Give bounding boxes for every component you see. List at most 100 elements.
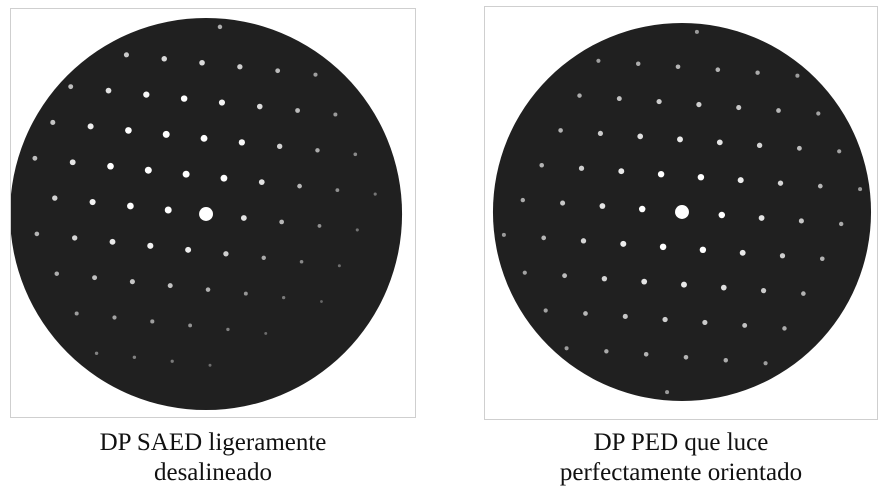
diffraction-spot bbox=[578, 165, 585, 171]
diffraction-spot bbox=[756, 142, 763, 149]
diffraction-spot bbox=[683, 354, 689, 360]
diffraction-spot bbox=[240, 215, 247, 221]
diffraction-spot bbox=[819, 256, 825, 262]
diffraction-spot bbox=[801, 291, 806, 296]
diffraction-spot bbox=[599, 203, 606, 209]
diffraction-spot bbox=[520, 197, 525, 203]
diffraction-spot bbox=[777, 180, 784, 186]
diffraction-spot bbox=[162, 130, 170, 138]
diffraction-spot bbox=[522, 270, 527, 275]
saed-caption-line2: desalineado bbox=[153, 459, 272, 486]
diffraction-spot bbox=[562, 273, 568, 279]
diffraction-spot bbox=[238, 139, 245, 146]
diffraction-spot bbox=[501, 232, 506, 237]
diffraction-spot bbox=[275, 68, 281, 74]
diffraction-spot bbox=[243, 291, 248, 296]
diffraction-spot bbox=[167, 283, 173, 289]
diffraction-spot bbox=[123, 52, 129, 58]
diffraction-spot bbox=[580, 238, 587, 244]
diffraction-spot bbox=[237, 64, 243, 70]
diffraction-spot bbox=[622, 313, 628, 320]
ped-caption-line2: perfectamente orientado bbox=[559, 459, 803, 486]
diffraction-spot bbox=[170, 359, 174, 363]
diffraction-spot bbox=[742, 322, 748, 328]
diffraction-spot bbox=[564, 346, 569, 351]
diffraction-spot bbox=[333, 112, 338, 117]
diffraction-spot bbox=[109, 238, 116, 245]
diffraction-spot bbox=[261, 255, 266, 260]
diffraction-spot bbox=[276, 143, 283, 150]
saed-caption: DP SAED ligeramente desalineado bbox=[10, 428, 416, 488]
diffraction-spot bbox=[353, 152, 358, 157]
diffraction-spot bbox=[258, 179, 265, 186]
diffraction-spot bbox=[675, 64, 681, 70]
diffraction-spot bbox=[665, 390, 670, 395]
diffraction-spot bbox=[677, 136, 683, 143]
diffraction-spot bbox=[125, 127, 132, 134]
diffraction-spot bbox=[150, 319, 155, 324]
diffraction-spot bbox=[758, 215, 765, 221]
diffraction-spot bbox=[217, 24, 223, 30]
diffraction-spot bbox=[129, 279, 135, 285]
diffraction-spot bbox=[105, 87, 112, 94]
diffraction-spot bbox=[637, 133, 644, 140]
diffraction-spot bbox=[320, 300, 323, 303]
diffraction-spot bbox=[657, 170, 665, 178]
diffraction-spot bbox=[736, 104, 742, 111]
diffraction-spot bbox=[662, 316, 668, 323]
diffraction-spot bbox=[558, 128, 563, 133]
diffraction-spot bbox=[205, 287, 211, 292]
diffraction-spot bbox=[718, 211, 726, 219]
diffraction-spot bbox=[739, 249, 746, 256]
diffraction-spot bbox=[618, 168, 625, 175]
diffraction-spot bbox=[715, 67, 721, 73]
diffraction-spot bbox=[779, 253, 786, 259]
diffraction-spot bbox=[282, 295, 286, 300]
diffraction-spot bbox=[763, 361, 768, 366]
diffraction-spot bbox=[858, 187, 863, 192]
diffraction-spot bbox=[87, 123, 94, 130]
diffraction-spot bbox=[635, 61, 641, 66]
diffraction-spot bbox=[185, 246, 192, 253]
diffraction-spot bbox=[720, 284, 727, 291]
diffraction-spot bbox=[92, 275, 98, 281]
diffraction-spot bbox=[837, 149, 842, 154]
diffraction-spot bbox=[315, 148, 320, 153]
diffraction-spot bbox=[694, 29, 699, 34]
diffraction-spot bbox=[199, 59, 205, 66]
diffraction-spot bbox=[208, 363, 212, 367]
diffraction-spot bbox=[702, 319, 708, 326]
diffraction-spot bbox=[264, 331, 268, 335]
diffraction-spot bbox=[71, 235, 78, 241]
diffraction-spot bbox=[596, 58, 601, 63]
diffraction-spot bbox=[817, 183, 823, 189]
diffraction-spot bbox=[200, 134, 208, 142]
diffraction-spot bbox=[604, 349, 609, 354]
diffraction-spot bbox=[317, 224, 322, 228]
diffraction-spot bbox=[816, 111, 821, 116]
ped-pattern-image bbox=[484, 6, 878, 420]
diffraction-spot bbox=[218, 99, 226, 106]
diffraction-spot bbox=[543, 308, 548, 313]
diffraction-spot bbox=[34, 231, 40, 237]
diffraction-spot bbox=[656, 98, 662, 105]
diffraction-spot bbox=[782, 326, 787, 331]
diffraction-spot bbox=[32, 155, 38, 161]
diffraction-spot bbox=[373, 192, 377, 196]
saed-caption-line1: DP SAED ligeramente bbox=[99, 429, 327, 456]
ped-caption-line1: DP PED que luce bbox=[593, 429, 769, 456]
diffraction-spot bbox=[335, 188, 340, 193]
diffraction-spot bbox=[299, 259, 304, 264]
diffraction-spot bbox=[127, 202, 134, 210]
diffraction-spot bbox=[295, 108, 300, 113]
diffraction-spot bbox=[697, 173, 705, 181]
diffraction-spot bbox=[144, 166, 152, 174]
diffraction-spot bbox=[723, 358, 729, 363]
diffraction-spot bbox=[795, 73, 800, 78]
diffraction-spot bbox=[776, 108, 781, 113]
diffraction-spot bbox=[355, 228, 359, 232]
diffraction-spot bbox=[54, 271, 60, 276]
diffraction-spot bbox=[313, 72, 318, 77]
diffraction-spot bbox=[68, 84, 74, 90]
diffraction-spot bbox=[601, 275, 608, 282]
